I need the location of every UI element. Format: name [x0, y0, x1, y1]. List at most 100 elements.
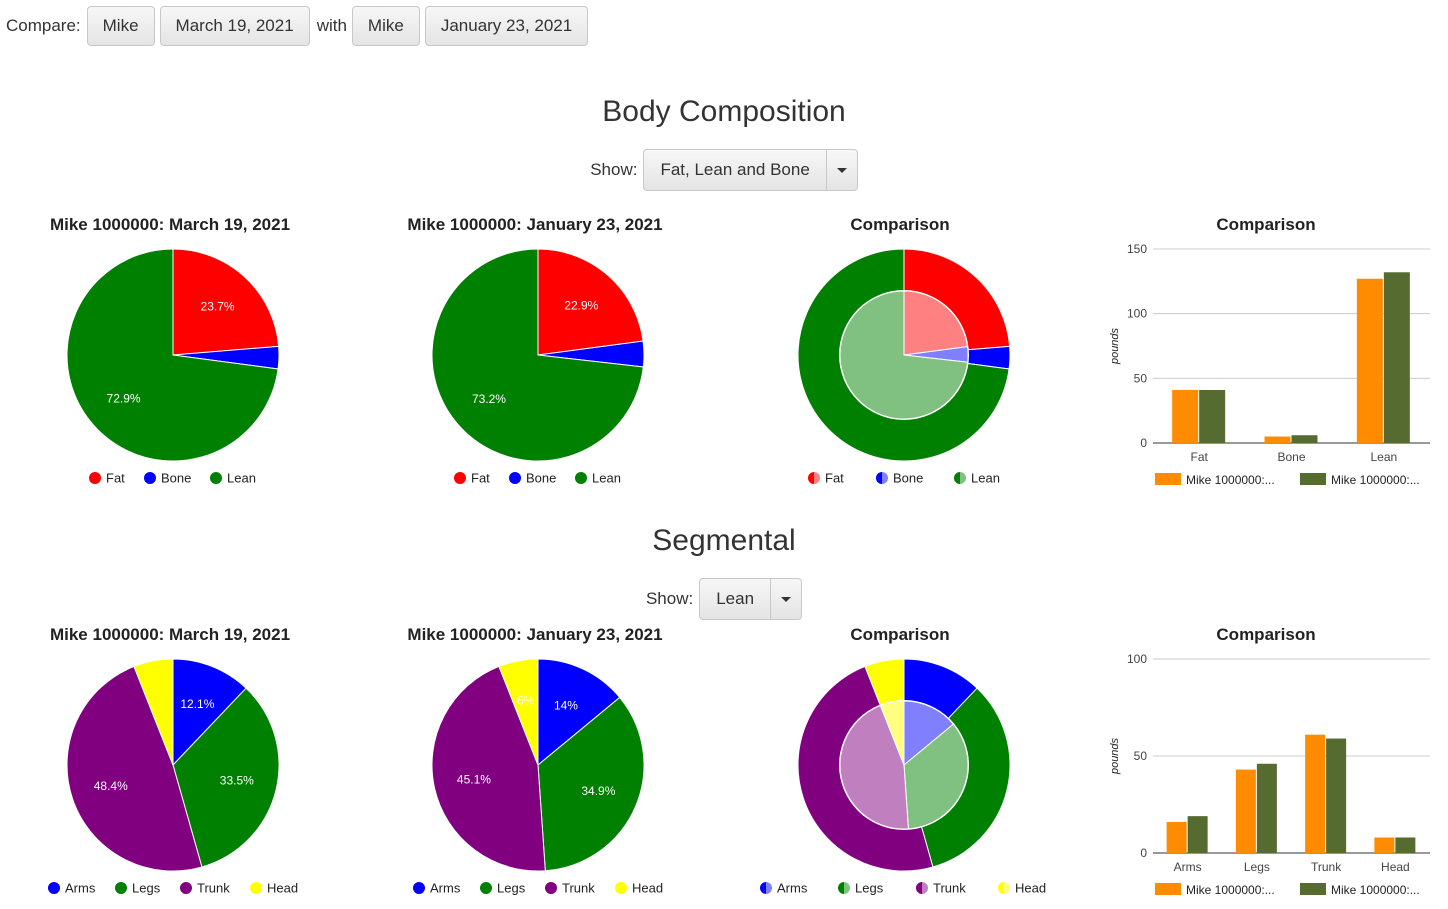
svg-text:Trunk: Trunk	[197, 881, 230, 896]
left-date-button[interactable]: March 19, 2021	[159, 6, 310, 46]
segmental-show-dropdown[interactable]: Lean	[699, 578, 803, 620]
x-tick-label: Arms	[1174, 860, 1202, 874]
body-composition-comparison-pie: Fat Bone Lean	[797, 248, 1011, 486]
chevron-down-icon[interactable]	[771, 579, 801, 619]
svg-text:Mike 1000000:...: Mike 1000000:...	[1331, 883, 1420, 897]
seg_pie_cmp-inner-slice-0	[903, 700, 955, 767]
chevron-down-icon[interactable]	[827, 150, 857, 190]
legend-item-head: Head	[998, 881, 1046, 896]
svg-text:Bone: Bone	[161, 471, 191, 486]
y-axis-label: pounds	[1109, 737, 1121, 775]
segmental-comparison-pie: Arms Legs Trunk Head	[760, 658, 1046, 896]
left-person-button[interactable]: Mike	[86, 6, 155, 46]
seg_pie_b-data-label: 45.1%	[457, 773, 491, 787]
seg_pie_a-data-label: 48.4%	[94, 779, 128, 793]
legend-item-arms: Arms	[48, 881, 96, 896]
chart-title: Mike 1000000: March 19, 2021	[49, 215, 291, 234]
seg_pie_b-slice-0	[537, 658, 621, 767]
bc_pie_b-slice-0	[537, 248, 644, 356]
right-person-button[interactable]: Mike	[351, 6, 420, 46]
bar-head-series-0	[1374, 837, 1395, 853]
y-axis-label: pounds	[1109, 327, 1121, 365]
seg_pie_a-slice-3	[133, 658, 174, 766]
legend-item-fat: Fat	[454, 471, 490, 486]
chart-title: Comparison	[1216, 215, 1316, 234]
legend-item-trunk: Trunk	[180, 881, 230, 896]
seg_pie_b-data-label: 34.9%	[581, 784, 615, 798]
legend-item-lean: Lean	[210, 471, 256, 486]
seg_pie_b-slice-3	[498, 658, 539, 766]
bc_pie_a-slice-0	[172, 248, 280, 356]
x-tick-label: Legs	[1244, 860, 1270, 874]
segmental-title: Segmental	[652, 524, 796, 557]
legend-item-series-1: Mike 1000000:...	[1300, 883, 1420, 897]
segmental-pie-a: 12.1% 33.5% 48.4% Arms Legs Trunk Head	[48, 658, 298, 896]
bar-head-series-1	[1395, 837, 1416, 853]
chart-title: Mike 1000000: January 23, 2021	[407, 215, 663, 234]
svg-text:Legs: Legs	[132, 881, 161, 896]
svg-text:Trunk: Trunk	[933, 881, 966, 896]
legend-item-head: Head	[615, 881, 663, 896]
legend-item-bone: Bone	[144, 471, 191, 486]
body-composition-pie-a: 23.7% 72.9% Fat Bone Lean	[66, 248, 280, 486]
body-composition-show-row: Show: Fat, Lean and Bone	[0, 149, 1448, 191]
svg-text:Lean: Lean	[971, 471, 1000, 486]
legend-item-fat: Fat	[808, 471, 844, 486]
y-tick-label: 100	[1127, 307, 1147, 321]
svg-text:Mike 1000000:...: Mike 1000000:...	[1186, 883, 1275, 897]
with-label: with	[316, 16, 347, 35]
seg_pie_b-slice-1	[537, 696, 645, 872]
legend-item-head: Head	[250, 881, 298, 896]
bc_pie_b-slice-2	[431, 248, 644, 462]
seg_pie_b-data-label: 6%	[517, 693, 535, 707]
bar-lean-series-0	[1356, 278, 1383, 443]
bar-fat-series-1	[1199, 389, 1226, 443]
chart-title: Comparison	[850, 625, 950, 644]
legend-item-arms: Arms	[413, 881, 461, 896]
legend-item-bone: Bone	[509, 471, 556, 486]
y-tick-label: 50	[1134, 371, 1148, 385]
seg_pie_a-data-label: 12.1%	[180, 697, 214, 711]
svg-text:Fat: Fat	[471, 471, 490, 486]
segmental-pie-b: 14% 34.9% 45.1% 6% Arms Legs Trunk Head	[413, 658, 663, 896]
legend-item-trunk: Trunk	[916, 881, 966, 896]
svg-text:Trunk: Trunk	[562, 881, 595, 896]
seg_pie_a-slice-0	[172, 658, 247, 767]
bar-trunk-series-0	[1305, 734, 1326, 853]
legend-item-series-0: Mike 1000000:...	[1155, 883, 1275, 897]
seg_pie_cmp-inner-slice-3	[879, 700, 905, 766]
bar-lean-series-1	[1383, 272, 1410, 443]
legend-item-fat: Fat	[89, 471, 125, 486]
bar-arms-series-1	[1187, 816, 1208, 853]
body-composition-show-dropdown[interactable]: Fat, Lean and Bone	[643, 149, 858, 191]
svg-text:Mike 1000000:...: Mike 1000000:...	[1186, 473, 1275, 487]
svg-text:Mike 1000000:...: Mike 1000000:...	[1331, 473, 1420, 487]
chart-title: Mike 1000000: January 23, 2021	[407, 625, 663, 644]
bc_pie_a-data-label: 23.7%	[201, 300, 235, 314]
bc_pie_cmp-inner-slice-2	[839, 290, 969, 420]
svg-text:Lean: Lean	[227, 471, 256, 486]
right-date-button[interactable]: January 23, 2021	[424, 6, 589, 46]
seg_pie_cmp-inner-slice-1	[903, 723, 969, 830]
x-tick-label: Bone	[1277, 450, 1305, 464]
bc_pie_a-data-label: 72.9%	[107, 391, 141, 405]
bar-bone-series-1	[1291, 435, 1318, 443]
seg_pie_cmp-inner-slice-2	[839, 704, 909, 830]
y-tick-label: 0	[1140, 846, 1147, 860]
bc_pie_cmp-inner-slice-0	[903, 290, 969, 356]
bc_pie_b-data-label: 73.2%	[472, 392, 506, 406]
svg-text:Head: Head	[1015, 881, 1046, 896]
segmental-show-row: Show: Lean	[0, 578, 1448, 620]
chart-title: Comparison	[1216, 625, 1316, 644]
x-tick-label: Trunk	[1311, 860, 1342, 874]
compare-label: Compare:	[6, 16, 81, 35]
bc_pie_a-slice-2	[66, 248, 279, 462]
compare-bar: Compare: Mike March 19, 2021 with Mike J…	[6, 5, 593, 47]
y-tick-label: 100	[1127, 652, 1147, 666]
svg-text:Head: Head	[267, 881, 298, 896]
legend-item-bone: Bone	[876, 471, 923, 486]
body-composition-show-value: Fat, Lean and Bone	[644, 150, 827, 190]
y-tick-label: 150	[1127, 242, 1147, 256]
bar-legs-series-1	[1256, 763, 1277, 853]
body-composition-title: Body Composition	[602, 95, 846, 128]
